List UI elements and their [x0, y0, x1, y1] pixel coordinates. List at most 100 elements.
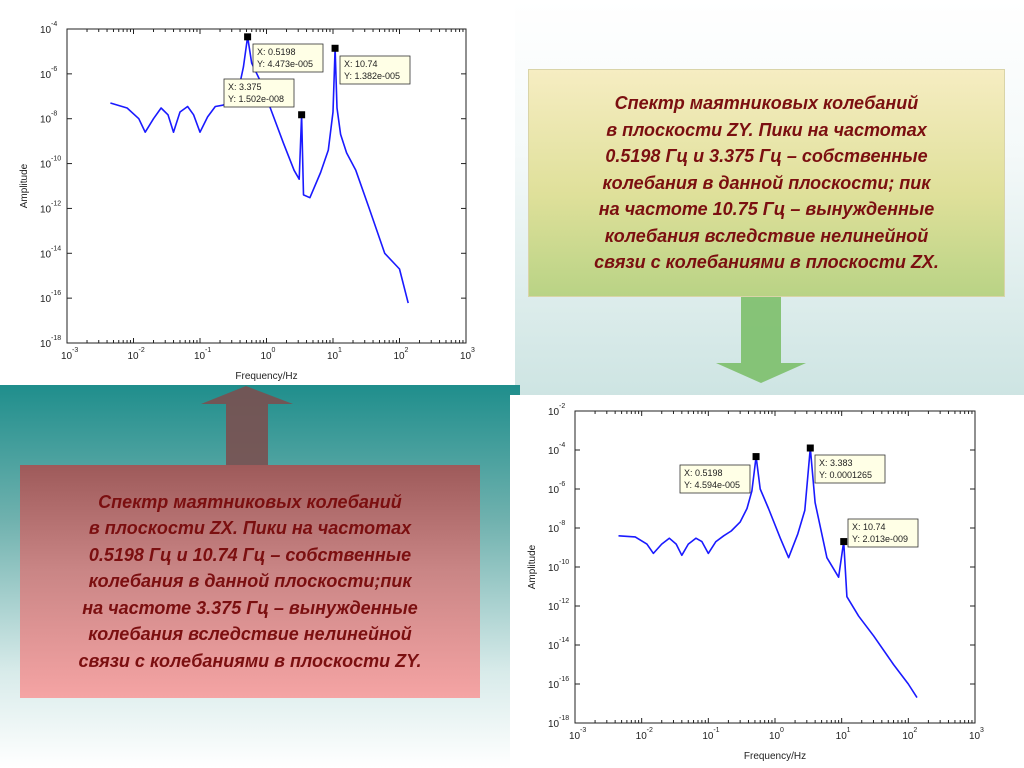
- caption-line: связи с колебаниями в плоскости ZY.: [78, 650, 422, 671]
- caption-line: Спектр маятниковых колебаний: [98, 491, 402, 512]
- caption-line: на частоте 3.375 Гц – вынужденные: [82, 597, 418, 618]
- y-tick-exponent: -8: [559, 520, 565, 527]
- x-tick-label: 10: [969, 731, 981, 742]
- y-tick-exponent: -16: [559, 676, 569, 683]
- y-axis-label: Amplitude: [527, 544, 538, 589]
- x-tick-exponent: -2: [647, 727, 653, 734]
- caption-line: в плоскости ZX. Пики на частотах: [88, 518, 412, 539]
- caption-zx: Спектр маятниковых колебаний в плоскости…: [20, 465, 480, 698]
- y-tick-label: 10: [548, 719, 560, 730]
- datatip-y-label: Y: 1.502e-008: [228, 94, 284, 104]
- y-tick-exponent: -14: [51, 245, 61, 252]
- datatip-x-label: X: 3.375: [228, 82, 262, 92]
- caption-line: колебания в данной плоскости;пик: [88, 571, 412, 592]
- caption-line: колебания вследствие нелинейной: [604, 225, 929, 246]
- y-tick-label: 10: [40, 249, 52, 260]
- caption-line: на частоте 10.75 Гц – вынужденные: [598, 199, 935, 220]
- y-tick-label: 10: [548, 407, 560, 418]
- datatip-box: [252, 43, 324, 73]
- x-tick-label: 10: [702, 731, 714, 742]
- x-tick-label: 10: [769, 731, 781, 742]
- y-tick-label: 10: [40, 294, 52, 305]
- x-tick-label: 10: [394, 351, 406, 362]
- datatip-x-label: X: 10.74: [344, 59, 378, 69]
- x-axis-label: Frequency/Hz: [744, 751, 806, 762]
- x-tick-label: 10: [569, 731, 581, 742]
- y-tick-exponent: -8: [51, 111, 57, 118]
- datatip-box: [339, 55, 411, 85]
- y-tick-exponent: -18: [559, 715, 569, 722]
- y-axis-label: Amplitude: [19, 163, 30, 208]
- y-tick-label: 10: [40, 25, 52, 36]
- datatip-x-label: X: 0.5198: [684, 468, 723, 478]
- x-axis-label: Frequency/Hz: [235, 371, 297, 382]
- y-tick-exponent: -18: [51, 335, 61, 342]
- datatip-box: [679, 464, 751, 494]
- y-tick-label: 10: [548, 524, 560, 535]
- datatip-marker: [298, 111, 306, 119]
- x-tick-label: 10: [261, 351, 273, 362]
- x-tick-exponent: -3: [580, 727, 586, 734]
- datatip-x-label: X: 3.383: [819, 458, 853, 468]
- x-tick-exponent: -1: [713, 727, 719, 734]
- y-tick-label: 10: [548, 641, 560, 652]
- datatip-y-label: Y: 2.013e-009: [852, 534, 908, 544]
- y-tick-exponent: -4: [51, 21, 57, 28]
- y-tick-label: 10: [40, 204, 52, 215]
- y-tick-label: 10: [40, 70, 52, 81]
- y-tick-label: 10: [40, 160, 52, 171]
- datatip-marker: [331, 44, 339, 52]
- caption-line: 0.5198 Гц и 3.375 Гц – собственные: [605, 146, 928, 167]
- caption-line: Спектр маятниковых колебаний: [614, 93, 919, 114]
- x-tick-exponent: 3: [471, 347, 475, 354]
- up-arrow-icon: [201, 386, 293, 465]
- x-tick-label: 10: [636, 731, 648, 742]
- datatip-marker: [806, 444, 814, 452]
- y-tick-exponent: -10: [51, 156, 61, 163]
- y-tick-exponent: -16: [51, 290, 61, 297]
- y-tick-label: 10: [548, 485, 560, 496]
- datatip-marker: [840, 538, 848, 546]
- y-tick-label: 10: [40, 115, 52, 126]
- x-tick-exponent: -3: [72, 347, 78, 354]
- y-tick-exponent: -10: [559, 559, 569, 566]
- y-tick-exponent: -6: [559, 481, 565, 488]
- x-tick-label: 10: [902, 731, 914, 742]
- y-tick-exponent: -2: [559, 403, 565, 410]
- caption-line: 0.5198 Гц и 10.74 Гц – собственные: [88, 544, 412, 565]
- y-tick-exponent: -6: [51, 66, 57, 73]
- y-tick-label: 10: [548, 602, 560, 613]
- x-tick-label: 10: [194, 351, 206, 362]
- series-line: [618, 447, 918, 699]
- x-tick-exponent: 0: [272, 347, 276, 354]
- x-tick-exponent: 2: [405, 347, 409, 354]
- y-tick-label: 10: [548, 446, 560, 457]
- x-tick-exponent: 1: [847, 727, 851, 734]
- caption-zy: Спектр маятниковых колебаний в плоскости…: [528, 69, 1005, 297]
- caption-line: колебания вследствие нелинейной: [88, 624, 412, 645]
- spectrum-chart-zx: 10-310-210-110010110210310-1810-1610-141…: [527, 403, 984, 762]
- y-tick-label: 10: [40, 339, 52, 350]
- x-tick-label: 10: [460, 351, 472, 362]
- y-tick-exponent: -12: [559, 598, 569, 605]
- x-tick-label: 10: [128, 351, 140, 362]
- chart-panel-zx: 10 -3 10 -2 10 -1 10 0 10 1 10 2 10 3 10 -18 10 -16 10 -14 1…: [510, 395, 1024, 768]
- y-tick-exponent: -4: [559, 442, 565, 449]
- down-arrow-icon: [716, 296, 806, 383]
- caption-line: колебания в данной плоскости; пик: [602, 172, 931, 193]
- x-tick-exponent: 2: [913, 727, 917, 734]
- datatip-marker: [244, 33, 252, 41]
- datatip-box: [223, 78, 295, 108]
- x-tick-exponent: 0: [780, 727, 784, 734]
- x-tick-exponent: -2: [139, 347, 145, 354]
- y-tick-exponent: -12: [51, 200, 61, 207]
- x-tick-label: 10: [61, 351, 73, 362]
- datatip-x-label: X: 10.74: [852, 522, 886, 532]
- datatip-y-label: Y: 1.382e-005: [344, 71, 400, 81]
- datatip-y-label: Y: 4.473e-005: [257, 59, 313, 69]
- spectrum-chart-zy: 10-310-210-110010110210310-1810-1610-141…: [19, 21, 475, 382]
- y-tick-label: 10: [548, 563, 560, 574]
- x-tick-label: 10: [836, 731, 848, 742]
- datatip-marker: [752, 453, 760, 461]
